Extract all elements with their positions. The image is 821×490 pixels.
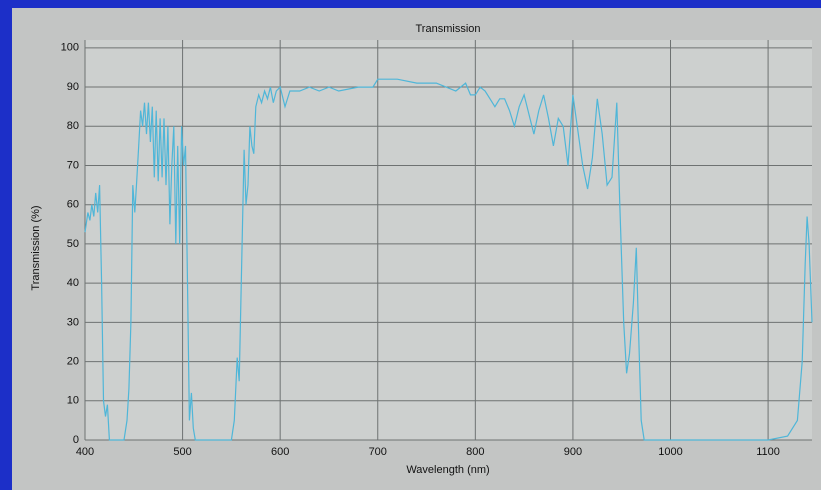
chart-title: Transmission bbox=[416, 23, 481, 35]
y-tick-label: 30 bbox=[67, 316, 79, 328]
y-tick-label: 60 bbox=[67, 199, 79, 211]
x-tick-label: 700 bbox=[369, 446, 387, 458]
y-tick-label: 70 bbox=[67, 159, 79, 171]
x-tick-label: 400 bbox=[76, 446, 94, 458]
plot-area bbox=[85, 40, 812, 440]
y-axis-label: Transmission (%) bbox=[30, 205, 42, 290]
y-tick-label: 80 bbox=[67, 120, 79, 132]
y-tick-label: 50 bbox=[67, 238, 79, 250]
x-tick-label: 1100 bbox=[756, 446, 780, 458]
x-axis-label: Wavelength (nm) bbox=[406, 464, 489, 476]
y-tick-label: 10 bbox=[67, 395, 79, 407]
x-tick-label: 900 bbox=[564, 446, 582, 458]
y-tick-label: 100 bbox=[61, 42, 79, 54]
data-line bbox=[84, 78, 813, 441]
y-tick-label: 90 bbox=[67, 81, 79, 93]
x-tick-label: 600 bbox=[271, 446, 289, 458]
x-tick-label: 1000 bbox=[658, 446, 682, 458]
y-tick-label: 0 bbox=[73, 434, 79, 446]
x-tick-label: 500 bbox=[173, 446, 191, 458]
x-tick-label: 800 bbox=[466, 446, 484, 458]
y-tick-label: 40 bbox=[67, 277, 79, 289]
y-tick-label: 20 bbox=[67, 355, 79, 367]
